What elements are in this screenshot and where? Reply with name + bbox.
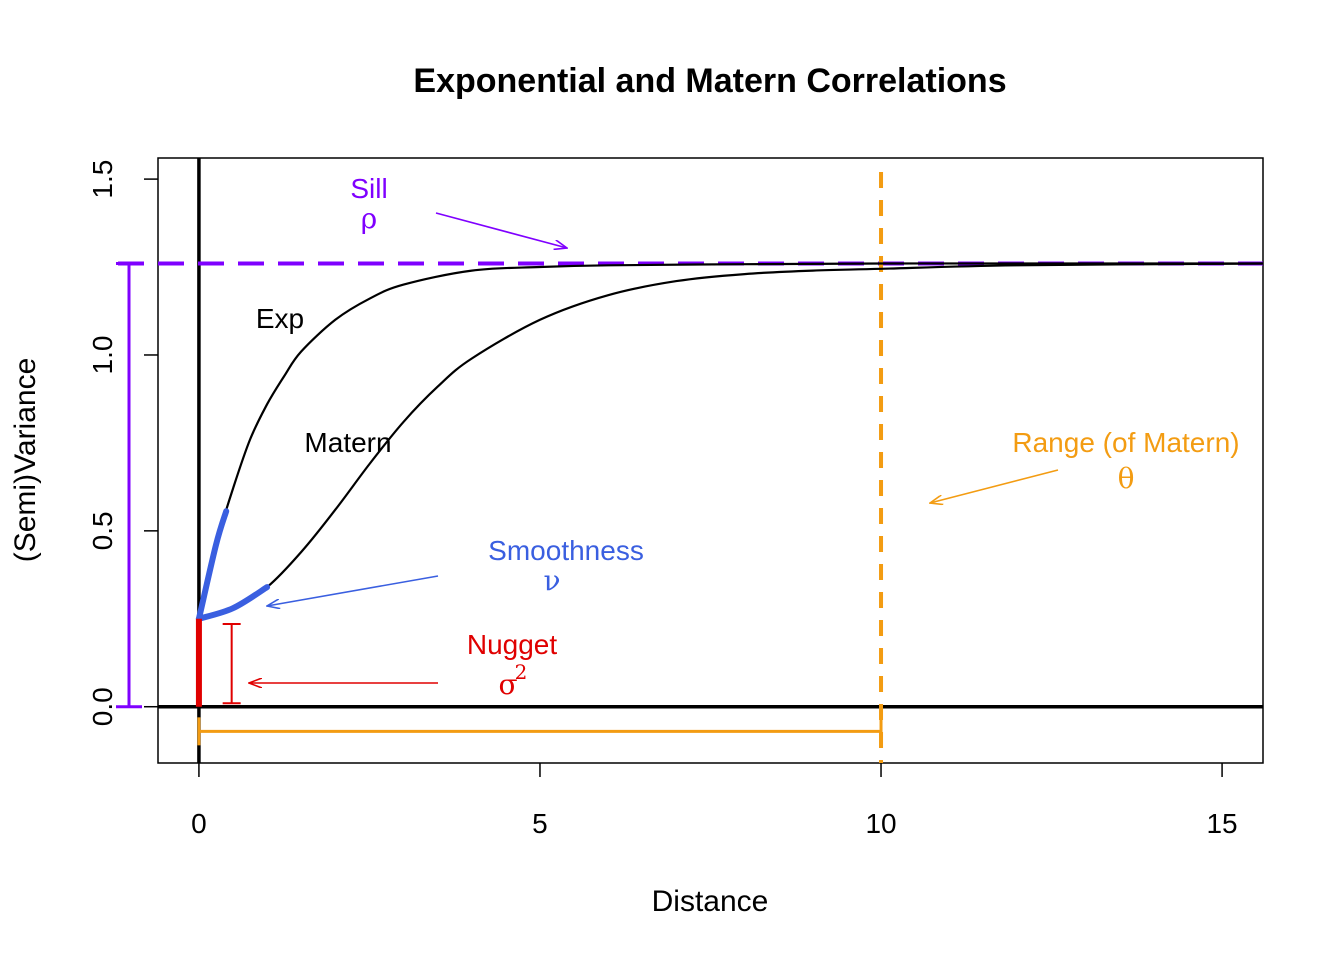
y-axis-label: (Semi)Variance [9,358,42,563]
y-tick-label: 1.0 [87,336,118,375]
x-tick-label: 10 [865,808,896,839]
series-line-matern [198,262,1264,620]
y-tick-label: 0.0 [87,687,118,726]
range-symbol: θ [1118,462,1135,495]
smoothness-label: Smoothness [488,535,644,566]
sill-symbol: ρ [361,202,377,235]
x-tick-label: 0 [191,808,207,839]
smoothness-symbol: ν [543,564,560,597]
sill-arrow [435,212,567,248]
nugget-superscript: 2 [515,660,528,684]
nugget-label: Nugget [467,629,558,660]
sill-label: Sill [350,173,387,204]
smoothness-highlight-exp [195,508,230,622]
nugget-symbol: σ [498,668,517,701]
range-label: Range (of Matern) [1012,427,1239,458]
y-tick-label: 1.5 [87,160,118,199]
y-tick-label: 0.5 [87,511,118,550]
smoothness-arrow [267,575,439,606]
range-arrow [930,469,1059,503]
x-tick-label: 15 [1206,808,1237,839]
smoothness-highlight-matern [195,584,271,622]
matern-label: Matern [304,427,391,458]
chart-title: Exponential and Matern Correlations [413,62,1006,100]
plot-area: 0 5 10 15 0.0 0.5 1.0 1.5 [87,157,1264,839]
exp-label: Exp [256,303,304,334]
x-axis-label: Distance [652,885,769,918]
series-line-exp [197,262,1263,620]
x-tick-label: 5 [532,808,548,839]
plot-frame [157,157,1264,764]
